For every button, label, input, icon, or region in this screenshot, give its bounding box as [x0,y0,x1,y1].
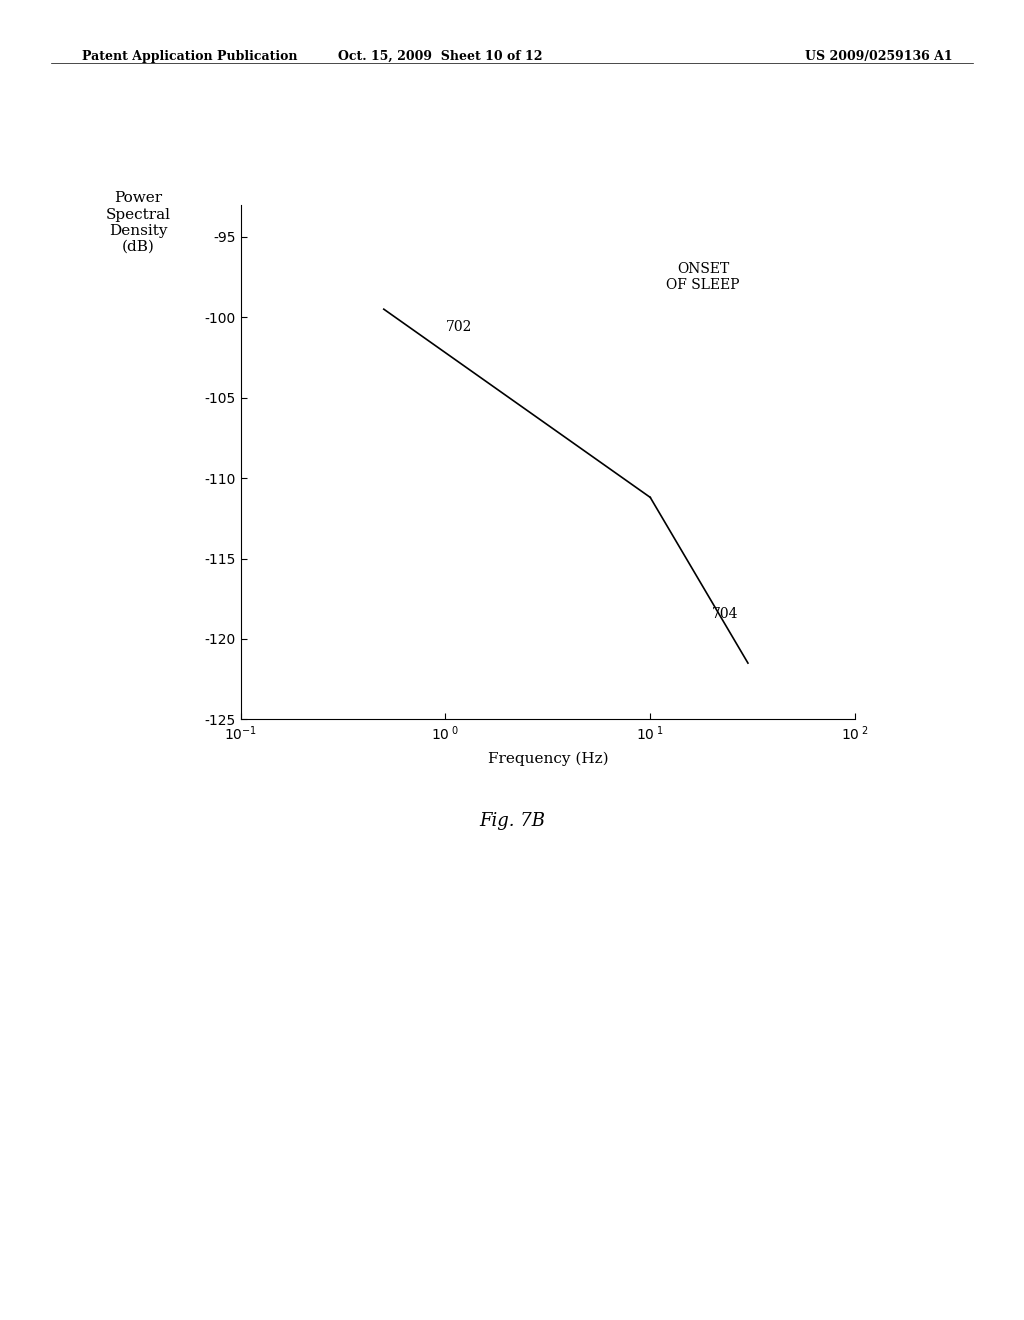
Text: Fig. 7B: Fig. 7B [479,812,545,830]
X-axis label: Frequency (Hz): Frequency (Hz) [487,751,608,766]
Text: Power
Spectral
Density
(dB): Power Spectral Density (dB) [105,191,171,253]
Text: 704: 704 [712,607,738,620]
Text: Oct. 15, 2009  Sheet 10 of 12: Oct. 15, 2009 Sheet 10 of 12 [338,50,543,63]
Text: 702: 702 [445,321,472,334]
Text: US 2009/0259136 A1: US 2009/0259136 A1 [805,50,952,63]
Text: ONSET
OF SLEEP: ONSET OF SLEEP [667,261,740,292]
Text: Patent Application Publication: Patent Application Publication [82,50,297,63]
